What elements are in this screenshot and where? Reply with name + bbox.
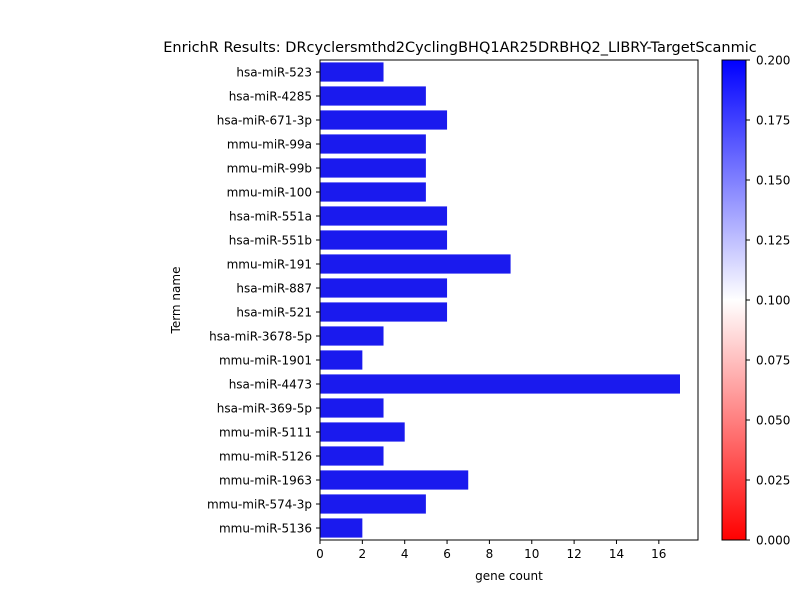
bar [320,134,426,154]
x-tick-label: 0 [316,547,324,561]
x-axis: 0 2 4 6 8 10 12 14 16 [316,540,666,561]
y-tick-label: mmu-miR-574-3p [207,498,312,512]
bar [320,206,448,226]
x-tick-label: 12 [566,547,581,561]
colorbar-tick-label: 0.100 [756,294,790,308]
bar [320,302,448,322]
y-tick-label: hsa-miR-369-5p [217,402,312,416]
y-tick-label: hsa-miR-551b [229,234,312,248]
y-tick-label: hsa-miR-887 [236,282,312,296]
colorbar-tick-label: 0.150 [756,174,790,188]
bar [320,254,511,274]
plot-frame [319,59,699,541]
colorbar-tick-label: 0.175 [756,114,790,128]
bar [320,422,405,442]
y-tick-label: hsa-miR-4285 [229,90,312,104]
bar [320,230,448,250]
y-axis-label: Term name [169,267,183,335]
bar [320,470,469,490]
y-tick-label: hsa-miR-551a [229,210,312,224]
colorbar: 0.000 0.025 0.050 0.075 0.100 0.125 0.150 0.175… [721,54,790,548]
colorbar-tick-label: 0.075 [756,354,790,368]
colorbar-tick-label: 0.125 [756,234,790,248]
x-tick-label: 8 [486,547,494,561]
y-tick-label: hsa-miR-521 [236,306,312,320]
y-tick-label: mmu-miR-1963 [219,474,312,488]
x-tick-label: 2 [359,547,367,561]
bar [320,110,448,130]
y-tick-label: mmu-miR-191 [227,258,312,272]
bar [320,278,448,298]
colorbar-gradient [721,59,747,541]
colorbar-ticks: 0.000 0.025 0.050 0.075 0.100 0.125 0.150 0.175… [746,54,790,548]
bar [320,86,426,106]
y-axis: hsa-miR-523 hsa-miR-4285 hsa-miR-671-3p mmu… [207,66,320,536]
y-tick-label: mmu-miR-5126 [219,450,312,464]
x-tick-label: 14 [609,547,624,561]
bar [320,182,426,202]
bar [320,494,426,514]
y-tick-label: mmu-miR-5136 [219,522,312,536]
y-tick-label: mmu-miR-1901 [219,354,312,368]
bars-layer [320,62,680,538]
colorbar-tick-label: 0.025 [756,474,790,488]
x-tick-label: 10 [524,547,539,561]
bar [320,446,384,466]
bar [320,326,384,346]
y-tick-label: hsa-miR-671-3p [217,114,312,128]
y-tick-label: hsa-miR-4473 [229,378,312,392]
y-tick-label: mmu-miR-99a [227,138,312,152]
y-tick-label: hsa-miR-3678-5p [209,330,312,344]
y-tick-label: hsa-miR-523 [236,66,312,80]
y-tick-label: mmu-miR-99b [227,162,312,176]
y-tick-label: mmu-miR-100 [227,186,312,200]
bar [320,398,384,418]
x-axis-label: gene count [475,569,543,583]
colorbar-tick-label: 0.000 [756,534,790,548]
x-tick-label: 16 [651,547,666,561]
bar [320,158,426,178]
bar [320,518,363,538]
chart-title: EnrichR Results: DRcyclersmthd2CyclingBH… [163,40,756,56]
colorbar-tick-label: 0.200 [756,54,790,68]
colorbar-tick-label: 0.050 [756,414,790,428]
x-tick-label: 4 [401,547,409,561]
bar [320,350,363,370]
y-tick-label: mmu-miR-5111 [219,426,312,440]
bar [320,62,384,82]
x-tick-label: 6 [443,547,451,561]
bar [320,374,680,394]
